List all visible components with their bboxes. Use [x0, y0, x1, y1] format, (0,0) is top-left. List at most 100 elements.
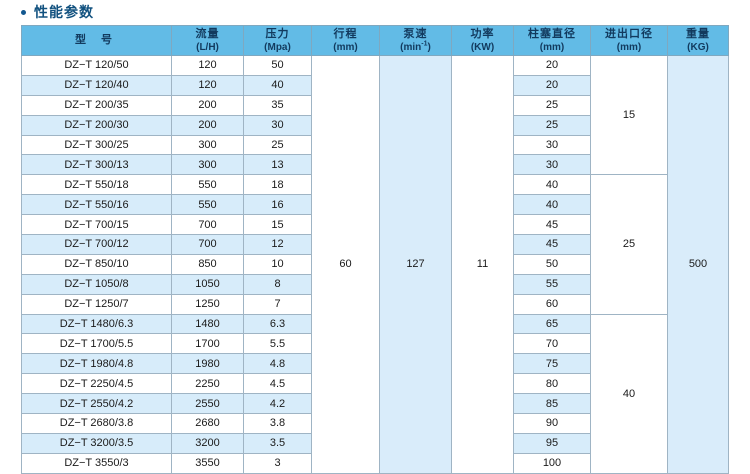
cell-pressure: 35	[243, 94, 312, 116]
cell-piston-diameter: 50	[513, 253, 591, 275]
column-header-flow: 流量 (L/H)	[171, 25, 244, 56]
table-row: DZ−T 1250/7 1250 7 60	[21, 293, 729, 315]
page-title: 性能参数	[21, 2, 94, 22]
cell-pressure: 5.5	[243, 333, 312, 355]
page-title-text: 性能参数	[34, 4, 94, 20]
cell-flow: 200	[171, 114, 244, 136]
cell-flow: 300	[171, 134, 244, 156]
column-header-piston-diameter: 柱塞直径 (mm)	[513, 25, 591, 56]
cell-piston-diameter: 100	[513, 452, 591, 474]
cell-model: DZ−T 1980/4.8	[21, 353, 172, 375]
cell-pressure: 3.8	[243, 413, 312, 434]
bullet-dot-icon	[21, 9, 26, 15]
performance-spec-table: 型 号 流量 (L/H) 压力 (Mpa) 行程 (mm)	[21, 25, 729, 474]
cell-flow: 1050	[171, 273, 244, 295]
cell-flow: 300	[171, 154, 244, 176]
cell-model: DZ−T 1700/5.5	[21, 333, 172, 355]
cell-model: DZ−T 550/18	[21, 174, 172, 196]
table-row: DZ−T 550/16 550 16 40	[21, 194, 729, 216]
cell-model: DZ−T 550/16	[21, 194, 172, 216]
cell-port-diameter-merged: 15	[590, 54, 668, 176]
cell-piston-diameter: 30	[513, 154, 591, 176]
cell-model: DZ−T 120/50	[21, 55, 172, 76]
cell-pressure: 4.5	[243, 373, 312, 395]
header-label: 型 号	[74, 34, 119, 46]
column-header-pressure: 压力 (Mpa)	[243, 25, 312, 56]
cell-flow: 1700	[171, 333, 244, 355]
cell-model: DZ−T 200/35	[21, 94, 172, 116]
cell-flow: 550	[171, 194, 244, 216]
cell-flow: 2550	[171, 393, 244, 415]
header-unit: (mm)	[539, 41, 565, 53]
cell-pressure: 18	[243, 174, 312, 196]
cell-pressure: 3	[243, 452, 312, 474]
cell-flow: 120	[171, 74, 244, 96]
cell-piston-diameter: 40	[513, 174, 591, 196]
column-header-weight: 重量 (KG)	[667, 25, 729, 56]
header-unit: (min-1)	[400, 40, 431, 53]
cell-pressure: 4.8	[243, 353, 312, 375]
performance-parameters-page: 性能参数 型 号 流量 (L/H) 压力 (Mp	[21, 2, 729, 474]
cell-model: DZ−T 1480/6.3	[21, 313, 172, 335]
cell-piston-diameter: 90	[513, 413, 591, 434]
header-unit: (L/H)	[196, 41, 219, 53]
cell-piston-diameter: 95	[513, 432, 591, 454]
cell-power-merged: 11	[451, 55, 514, 474]
column-header-power: 功率 (KW)	[451, 25, 514, 56]
table-row: DZ−T 200/30 200 30 25	[21, 114, 729, 136]
column-header-port-diameter: 进出口径 (mm)	[590, 25, 668, 56]
cell-piston-diameter: 60	[513, 293, 591, 315]
header-unit: (mm)	[616, 41, 642, 53]
cell-pressure: 50	[243, 55, 312, 76]
header-unit: (mm)	[333, 41, 358, 53]
cell-model: DZ−T 200/30	[21, 114, 172, 136]
table-header-row: 型 号 流量 (L/H) 压力 (Mpa) 行程 (mm)	[21, 25, 729, 56]
table-row: DZ−T 120/50 120 50 60 127 11 20 15 500	[21, 54, 729, 474]
table-row: DZ−T 2550/4.2 2550 4.2 85	[21, 393, 729, 415]
cell-pressure: 16	[243, 194, 312, 216]
cell-piston-diameter: 25	[513, 94, 591, 116]
table-body: DZ−T 120/50 120 50 60 127 11 20 15 500 DZ−T 120/4…	[21, 54, 729, 474]
table-row: DZ−T 700/15 700 15 45	[21, 214, 729, 236]
cell-flow: 550	[171, 174, 244, 196]
cell-model: DZ−T 3550/3	[21, 452, 172, 474]
cell-pressure: 13	[243, 154, 312, 176]
cell-flow: 850	[171, 253, 244, 275]
cell-piston-diameter: 85	[513, 393, 591, 415]
column-header-stroke: 行程 (mm)	[311, 25, 380, 56]
cell-flow: 1980	[171, 353, 244, 375]
cell-piston-diameter: 45	[513, 214, 591, 236]
cell-port-diameter-merged: 25	[590, 174, 668, 315]
cell-model: DZ−T 2680/3.8	[21, 413, 172, 434]
header-unit: (KW)	[470, 41, 495, 53]
cell-model: DZ−T 700/15	[21, 214, 172, 236]
cell-flow: 120	[171, 55, 244, 76]
cell-pressure: 40	[243, 74, 312, 96]
cell-piston-diameter: 40	[513, 194, 591, 216]
table-row: DZ−T 2680/3.8 2680 3.8 90	[21, 413, 729, 434]
cell-flow: 3550	[171, 452, 244, 474]
cell-flow: 200	[171, 94, 244, 116]
cell-piston-diameter: 65	[513, 313, 591, 335]
header-label: 行程	[333, 27, 358, 40]
table-row: DZ−T 1700/5.5 1700 5.5 70	[21, 333, 729, 355]
cell-stroke-merged: 60	[311, 55, 380, 474]
cell-flow: 2680	[171, 413, 244, 434]
cell-piston-diameter: 30	[513, 134, 591, 156]
cell-pressure: 10	[243, 253, 312, 275]
cell-model: DZ−T 3200/3.5	[21, 432, 172, 454]
header-label: 功率	[470, 27, 495, 40]
cell-piston-diameter: 25	[513, 114, 591, 136]
table-row: DZ−T 120/40 120 40 20	[21, 74, 729, 96]
cell-flow: 1250	[171, 293, 244, 315]
cell-model: DZ−T 2550/4.2	[21, 393, 172, 415]
cell-flow: 700	[171, 234, 244, 255]
cell-piston-diameter: 55	[513, 273, 591, 295]
header-label: 泵速	[403, 27, 428, 40]
cell-pressure: 12	[243, 234, 312, 255]
cell-model: DZ−T 300/13	[21, 154, 172, 176]
cell-pressure: 6.3	[243, 313, 312, 335]
cell-model: DZ−T 2250/4.5	[21, 373, 172, 395]
spec-table-container: 型 号 流量 (L/H) 压力 (Mpa) 行程 (mm)	[21, 25, 729, 474]
cell-pressure: 25	[243, 134, 312, 156]
